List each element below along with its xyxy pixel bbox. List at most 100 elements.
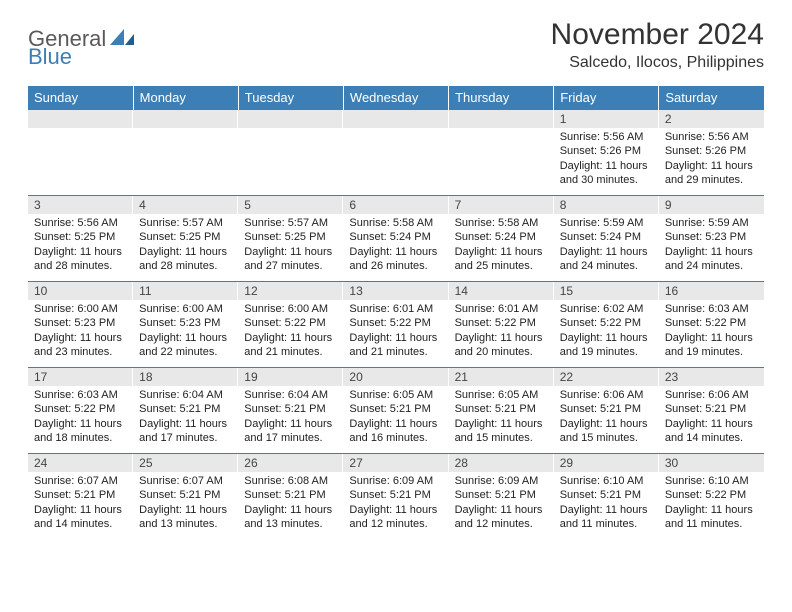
- day-number: 14: [449, 282, 554, 300]
- day-body: Sunrise: 6:08 AMSunset: 5:21 PMDaylight:…: [238, 472, 343, 535]
- day-cell: 13Sunrise: 6:01 AMSunset: 5:22 PMDayligh…: [343, 282, 448, 368]
- day-body: Sunrise: 6:00 AMSunset: 5:23 PMDaylight:…: [28, 300, 133, 363]
- day-number: 24: [28, 454, 133, 472]
- day-body: Sunrise: 6:07 AMSunset: 5:21 PMDaylight:…: [133, 472, 238, 535]
- day-body: Sunrise: 5:56 AMSunset: 5:26 PMDaylight:…: [659, 128, 764, 191]
- weekday-header: Saturday: [659, 86, 764, 110]
- day-body: Sunrise: 6:02 AMSunset: 5:22 PMDaylight:…: [554, 300, 659, 363]
- day-number: 22: [554, 368, 659, 386]
- day-number: [133, 110, 238, 128]
- weekday-header: Friday: [554, 86, 659, 110]
- header: General November 2024 Salcedo, Ilocos, P…: [28, 18, 764, 72]
- day-body: Sunrise: 5:58 AMSunset: 5:24 PMDaylight:…: [343, 214, 448, 277]
- weekday-header: Monday: [133, 86, 238, 110]
- day-number: [343, 110, 448, 128]
- day-number: 11: [133, 282, 238, 300]
- weekday-header: Sunday: [28, 86, 133, 110]
- day-number: 30: [659, 454, 764, 472]
- week-row: 3Sunrise: 5:56 AMSunset: 5:25 PMDaylight…: [28, 196, 764, 282]
- weekday-header: Thursday: [449, 86, 554, 110]
- day-cell: 2Sunrise: 5:56 AMSunset: 5:26 PMDaylight…: [659, 110, 764, 196]
- day-body: Sunrise: 5:56 AMSunset: 5:25 PMDaylight:…: [28, 214, 133, 277]
- day-body: Sunrise: 6:06 AMSunset: 5:21 PMDaylight:…: [554, 386, 659, 449]
- day-body: Sunrise: 6:01 AMSunset: 5:22 PMDaylight:…: [449, 300, 554, 363]
- day-cell: 4Sunrise: 5:57 AMSunset: 5:25 PMDaylight…: [133, 196, 238, 282]
- day-number: 10: [28, 282, 133, 300]
- logo-sail-icon: [110, 27, 136, 52]
- day-body: Sunrise: 5:57 AMSunset: 5:25 PMDaylight:…: [238, 214, 343, 277]
- day-number: 6: [343, 196, 448, 214]
- day-cell: 12Sunrise: 6:00 AMSunset: 5:22 PMDayligh…: [238, 282, 343, 368]
- week-row: 10Sunrise: 6:00 AMSunset: 5:23 PMDayligh…: [28, 282, 764, 368]
- day-cell: 10Sunrise: 6:00 AMSunset: 5:23 PMDayligh…: [28, 282, 133, 368]
- day-body: [343, 128, 448, 134]
- day-number: [449, 110, 554, 128]
- day-body: Sunrise: 6:05 AMSunset: 5:21 PMDaylight:…: [449, 386, 554, 449]
- month-title: November 2024: [551, 18, 764, 52]
- day-number: [238, 110, 343, 128]
- day-number: 17: [28, 368, 133, 386]
- day-cell: 26Sunrise: 6:08 AMSunset: 5:21 PMDayligh…: [238, 454, 343, 540]
- logo-text-blue: Blue: [28, 44, 72, 69]
- day-number: 19: [238, 368, 343, 386]
- day-cell: 8Sunrise: 5:59 AMSunset: 5:24 PMDaylight…: [554, 196, 659, 282]
- calendar-head: SundayMondayTuesdayWednesdayThursdayFrid…: [28, 86, 764, 110]
- day-number: 13: [343, 282, 448, 300]
- day-body: Sunrise: 6:00 AMSunset: 5:22 PMDaylight:…: [238, 300, 343, 363]
- week-row: 17Sunrise: 6:03 AMSunset: 5:22 PMDayligh…: [28, 368, 764, 454]
- day-cell: [343, 110, 448, 196]
- day-cell: 28Sunrise: 6:09 AMSunset: 5:21 PMDayligh…: [449, 454, 554, 540]
- day-number: 8: [554, 196, 659, 214]
- calendar-body: 1Sunrise: 5:56 AMSunset: 5:26 PMDaylight…: [28, 110, 764, 540]
- day-number: 12: [238, 282, 343, 300]
- day-body: Sunrise: 5:59 AMSunset: 5:23 PMDaylight:…: [659, 214, 764, 277]
- day-body: Sunrise: 6:10 AMSunset: 5:22 PMDaylight:…: [659, 472, 764, 535]
- day-cell: 20Sunrise: 6:05 AMSunset: 5:21 PMDayligh…: [343, 368, 448, 454]
- day-number: 20: [343, 368, 448, 386]
- day-cell: 25Sunrise: 6:07 AMSunset: 5:21 PMDayligh…: [133, 454, 238, 540]
- day-cell: 30Sunrise: 6:10 AMSunset: 5:22 PMDayligh…: [659, 454, 764, 540]
- day-body: Sunrise: 6:07 AMSunset: 5:21 PMDaylight:…: [28, 472, 133, 535]
- day-number: 7: [449, 196, 554, 214]
- day-body: Sunrise: 6:06 AMSunset: 5:21 PMDaylight:…: [659, 386, 764, 449]
- day-cell: 6Sunrise: 5:58 AMSunset: 5:24 PMDaylight…: [343, 196, 448, 282]
- day-number: 5: [238, 196, 343, 214]
- day-number: [28, 110, 133, 128]
- calendar-page: General November 2024 Salcedo, Ilocos, P…: [0, 0, 792, 612]
- day-body: Sunrise: 6:05 AMSunset: 5:21 PMDaylight:…: [343, 386, 448, 449]
- day-body: Sunrise: 6:03 AMSunset: 5:22 PMDaylight:…: [28, 386, 133, 449]
- day-number: 3: [28, 196, 133, 214]
- day-cell: [28, 110, 133, 196]
- day-body: Sunrise: 6:04 AMSunset: 5:21 PMDaylight:…: [238, 386, 343, 449]
- day-cell: 16Sunrise: 6:03 AMSunset: 5:22 PMDayligh…: [659, 282, 764, 368]
- day-cell: 22Sunrise: 6:06 AMSunset: 5:21 PMDayligh…: [554, 368, 659, 454]
- day-number: 15: [554, 282, 659, 300]
- day-body: Sunrise: 6:00 AMSunset: 5:23 PMDaylight:…: [133, 300, 238, 363]
- day-number: 25: [133, 454, 238, 472]
- day-number: 23: [659, 368, 764, 386]
- day-cell: 1Sunrise: 5:56 AMSunset: 5:26 PMDaylight…: [554, 110, 659, 196]
- day-cell: 19Sunrise: 6:04 AMSunset: 5:21 PMDayligh…: [238, 368, 343, 454]
- day-body: Sunrise: 6:09 AMSunset: 5:21 PMDaylight:…: [449, 472, 554, 535]
- day-cell: 11Sunrise: 6:00 AMSunset: 5:23 PMDayligh…: [133, 282, 238, 368]
- day-cell: 29Sunrise: 6:10 AMSunset: 5:21 PMDayligh…: [554, 454, 659, 540]
- day-number: 18: [133, 368, 238, 386]
- day-body: Sunrise: 5:58 AMSunset: 5:24 PMDaylight:…: [449, 214, 554, 277]
- day-body: [28, 128, 133, 134]
- day-body: Sunrise: 6:01 AMSunset: 5:22 PMDaylight:…: [343, 300, 448, 363]
- day-cell: 18Sunrise: 6:04 AMSunset: 5:21 PMDayligh…: [133, 368, 238, 454]
- week-row: 1Sunrise: 5:56 AMSunset: 5:26 PMDaylight…: [28, 110, 764, 196]
- calendar-table: SundayMondayTuesdayWednesdayThursdayFrid…: [28, 86, 764, 540]
- day-body: Sunrise: 6:10 AMSunset: 5:21 PMDaylight:…: [554, 472, 659, 535]
- title-block: November 2024 Salcedo, Ilocos, Philippin…: [551, 18, 764, 72]
- day-number: 16: [659, 282, 764, 300]
- day-number: 26: [238, 454, 343, 472]
- weekday-row: SundayMondayTuesdayWednesdayThursdayFrid…: [28, 86, 764, 110]
- day-number: 28: [449, 454, 554, 472]
- day-cell: 27Sunrise: 6:09 AMSunset: 5:21 PMDayligh…: [343, 454, 448, 540]
- day-body: Sunrise: 6:04 AMSunset: 5:21 PMDaylight:…: [133, 386, 238, 449]
- day-cell: 15Sunrise: 6:02 AMSunset: 5:22 PMDayligh…: [554, 282, 659, 368]
- day-cell: 14Sunrise: 6:01 AMSunset: 5:22 PMDayligh…: [449, 282, 554, 368]
- day-body: Sunrise: 5:59 AMSunset: 5:24 PMDaylight:…: [554, 214, 659, 277]
- day-cell: 7Sunrise: 5:58 AMSunset: 5:24 PMDaylight…: [449, 196, 554, 282]
